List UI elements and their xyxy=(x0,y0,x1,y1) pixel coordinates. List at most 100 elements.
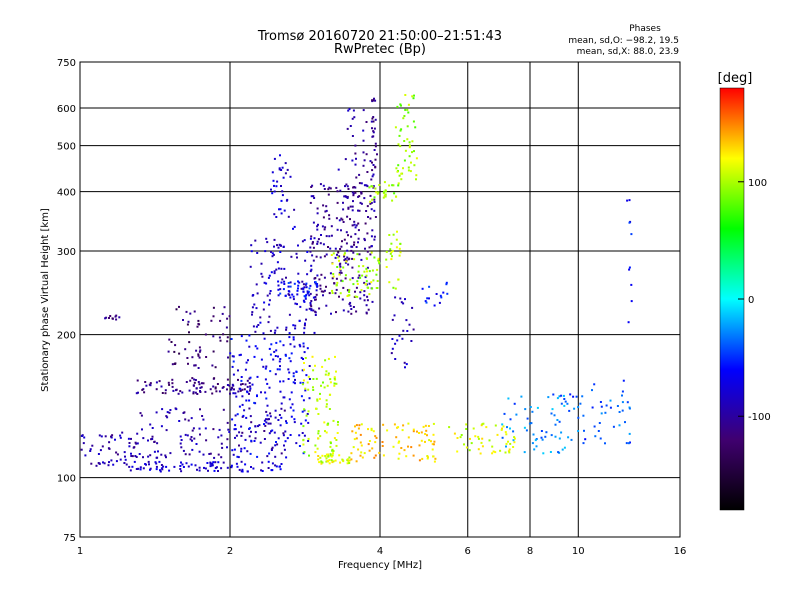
data-point xyxy=(351,266,354,269)
data-point xyxy=(249,265,252,268)
data-point xyxy=(134,441,137,444)
chart-title: Tromsø 20160720 21:50:00–21:51:43 xyxy=(257,29,502,44)
data-point xyxy=(465,446,468,449)
data-point xyxy=(312,259,315,262)
data-point xyxy=(241,395,244,398)
data-point xyxy=(337,251,340,254)
y-tick-label: 200 xyxy=(57,331,76,342)
data-point xyxy=(482,422,485,425)
data-point xyxy=(354,152,357,155)
data-point xyxy=(230,338,233,340)
data-point xyxy=(160,464,163,466)
data-point xyxy=(221,386,224,389)
data-point xyxy=(222,333,225,336)
data-point xyxy=(335,370,337,373)
data-point xyxy=(274,355,277,357)
data-point xyxy=(394,358,397,360)
data-point xyxy=(331,262,334,265)
data-point xyxy=(265,421,268,424)
data-point xyxy=(177,392,180,395)
data-point xyxy=(287,282,290,284)
data-point xyxy=(240,379,243,382)
data-point xyxy=(360,182,363,185)
data-point xyxy=(348,291,351,293)
data-point xyxy=(327,455,330,458)
data-point xyxy=(99,449,102,452)
data-point xyxy=(385,190,387,193)
data-point xyxy=(324,430,326,433)
data-point xyxy=(250,244,253,247)
data-point xyxy=(369,217,372,220)
data-point xyxy=(316,399,319,402)
data-point xyxy=(406,138,409,141)
data-point xyxy=(222,408,225,411)
data-point xyxy=(248,399,251,402)
data-point xyxy=(128,445,131,448)
data-point xyxy=(275,216,278,218)
data-point xyxy=(353,116,356,119)
data-point xyxy=(351,205,354,208)
data-point xyxy=(568,409,571,412)
data-point xyxy=(284,162,287,165)
data-point xyxy=(269,415,272,418)
data-point xyxy=(246,470,249,473)
data-point xyxy=(560,394,563,397)
data-point xyxy=(577,416,580,419)
data-point xyxy=(188,389,191,392)
data-point xyxy=(276,368,279,371)
data-point xyxy=(267,460,270,463)
data-point xyxy=(141,388,144,391)
data-point xyxy=(426,297,429,300)
data-point xyxy=(277,355,279,358)
data-point xyxy=(100,435,103,438)
data-point xyxy=(137,467,140,470)
data-point xyxy=(265,365,268,368)
data-point xyxy=(301,432,304,434)
data-point xyxy=(324,359,327,362)
data-point xyxy=(394,287,397,290)
data-point xyxy=(190,463,193,466)
data-point xyxy=(344,158,347,161)
data-point xyxy=(210,464,213,467)
data-point xyxy=(321,225,324,228)
data-point xyxy=(315,407,317,410)
data-point xyxy=(628,266,631,269)
data-point xyxy=(328,408,331,410)
data-point xyxy=(244,383,247,386)
data-point xyxy=(244,368,247,371)
data-point xyxy=(149,468,151,471)
data-point xyxy=(135,392,138,395)
data-point xyxy=(351,191,354,194)
data-point xyxy=(314,444,317,447)
data-point xyxy=(410,446,413,449)
data-point xyxy=(294,302,297,305)
data-point xyxy=(357,427,360,430)
data-point xyxy=(280,212,283,215)
data-point xyxy=(211,462,214,465)
data-point xyxy=(265,237,268,240)
data-point xyxy=(456,437,459,439)
data-point xyxy=(348,257,351,260)
data-point xyxy=(359,433,362,436)
data-point xyxy=(198,350,201,353)
data-point xyxy=(103,462,106,465)
data-point xyxy=(323,255,326,258)
data-point xyxy=(321,454,324,457)
data-point xyxy=(254,425,257,428)
data-point xyxy=(410,161,412,164)
data-point xyxy=(245,399,248,402)
data-point xyxy=(560,402,563,405)
data-point xyxy=(322,290,325,293)
data-point xyxy=(240,447,243,450)
data-point xyxy=(374,118,377,121)
data-point xyxy=(197,319,200,322)
data-point xyxy=(197,381,200,383)
data-point xyxy=(418,432,420,434)
data-point xyxy=(223,306,226,309)
data-point xyxy=(374,158,377,161)
data-point xyxy=(621,394,623,397)
data-point xyxy=(628,407,631,410)
data-point xyxy=(390,251,393,253)
x-tick-label: 1 xyxy=(77,546,83,557)
